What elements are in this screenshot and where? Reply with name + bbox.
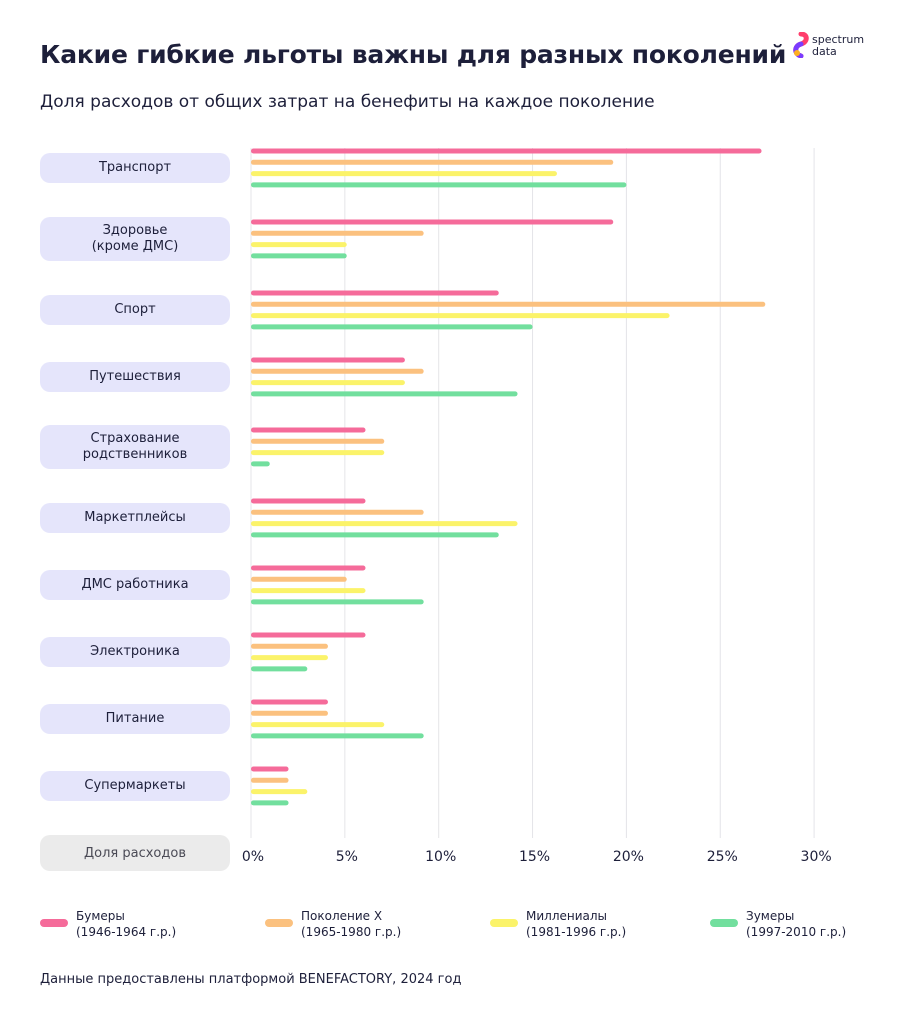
logo-line-1: spectrum [812,33,865,46]
bar-3-category-6 [251,521,518,527]
bar-4-category-5 [251,461,270,467]
bar-1-category-2 [251,219,614,225]
x-tick-label: 10% [425,849,456,865]
bar-4-category-1 [251,182,627,188]
bar-1-category-4 [251,357,405,363]
x-tick-label: 25% [707,849,738,865]
chart-subtitle: Доля расходов от общих затрат на бенефит… [40,92,655,112]
bar-2-category-4 [251,368,424,374]
bar-3-category-4 [251,380,405,386]
bar-3-category-5 [251,450,385,456]
bar-2-category-3 [251,301,766,307]
bar-4-category-4 [251,391,518,397]
x-tick-label: 5% [336,849,358,865]
bar-1-category-1 [251,148,762,154]
x-tick-label: 0% [242,849,264,865]
bar-4-category-9 [251,733,424,739]
bar-3-category-8 [251,655,328,661]
category-label: Страхование родственников [40,424,230,469]
legend-swatch [710,919,738,927]
bar-4-category-8 [251,666,308,672]
bar-1-category-6 [251,498,366,504]
bar-2-category-2 [251,230,424,236]
bar-1-category-10 [251,766,289,772]
spectrum-logo-icon [793,31,809,59]
category-label: Супермаркеты [40,770,230,801]
category-label: Питание [40,703,230,734]
bar-4-category-2 [251,253,347,259]
category-label: ДМС работника [40,569,230,600]
category-label: Транспорт [40,152,230,183]
bar-2-category-8 [251,643,328,649]
legend-item: Миллениалы (1981-1996 г.р.) [490,908,626,940]
legend-label: Зумеры (1997-2010 г.р.) [746,909,847,939]
legend-item: Поколение X (1965-1980 г.р.) [265,908,401,940]
bar-1-category-9 [251,699,328,705]
bar-2-category-5 [251,438,385,444]
bar-2-category-10 [251,777,289,783]
bar-3-category-3 [251,313,670,319]
bar-chart: 0% 5% 10% 15% 20% 25% 30% [242,148,832,865]
legend-swatch [265,919,293,927]
bar-4-category-10 [251,800,289,806]
bar-4-category-6 [251,532,499,538]
logo-line-2: data [812,45,837,58]
legend-item: Бумеры (1946-1964 г.р.) [40,908,176,940]
category-label: Путешествия [40,361,230,392]
legend-label: Поколение X (1965-1980 г.р.) [301,909,402,939]
bar-2-category-6 [251,509,424,515]
bar-4-category-7 [251,599,424,605]
bar-4-category-3 [251,324,533,330]
x-tick-label: 20% [613,849,644,865]
bar-3-category-2 [251,242,347,248]
legend-label: Миллениалы (1981-1996 г.р.) [526,909,627,939]
bar-3-category-10 [251,789,308,795]
bar-3-category-9 [251,722,385,728]
bar-2-category-9 [251,710,328,716]
legend-swatch [40,919,68,927]
category-label: Спорт [40,294,230,325]
legend-item: Зумеры (1997-2010 г.р.) [710,908,846,940]
legend-label: Бумеры (1946-1964 г.р.) [76,909,177,939]
bar-1-category-5 [251,427,366,433]
source-note: Данные предоставлены платформой BENEFACT… [40,972,462,987]
bar-2-category-7 [251,576,347,582]
x-tick-label: 15% [519,849,550,865]
chart-title: Какие гибкие льготы важны для разных пок… [40,40,787,69]
bar-1-category-3 [251,290,499,296]
x-tick-label: 30% [801,849,832,865]
bar-3-category-7 [251,588,366,594]
bar-2-category-1 [251,159,614,165]
bar-3-category-1 [251,171,557,177]
category-label: Здоровье (кроме ДМС) [40,216,230,261]
bar-1-category-8 [251,632,366,638]
spectrum-data-logo: spectrum data [792,31,882,62]
category-label: Электроника [40,636,230,667]
x-axis-label: Доля расходов [40,835,230,871]
bar-1-category-7 [251,565,366,571]
category-label: Маркетплейсы [40,502,230,533]
legend-swatch [490,919,518,927]
